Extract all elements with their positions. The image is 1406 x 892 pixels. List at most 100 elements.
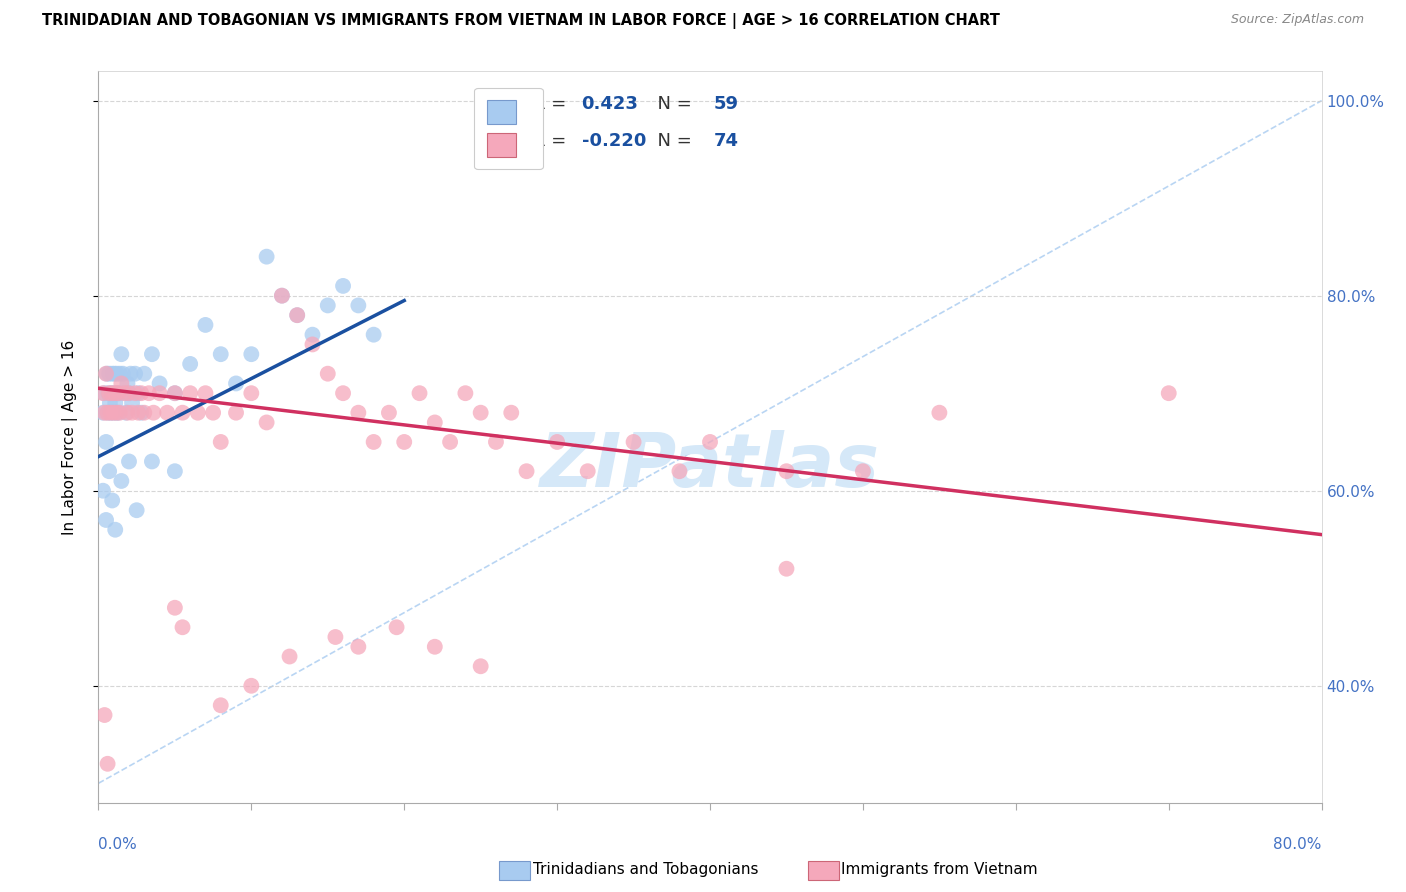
- Point: [98, 396, 121, 410]
- Text: 80.0%: 80.0%: [1274, 837, 1322, 852]
- Point: [172, 620, 194, 634]
- Point: [240, 386, 263, 401]
- Point: [93, 708, 115, 723]
- Point: [485, 434, 508, 449]
- Point: [93, 406, 115, 420]
- Point: [363, 327, 385, 342]
- Point: [325, 630, 347, 644]
- Point: [187, 406, 209, 420]
- Text: TRINIDADIAN AND TOBAGONIAN VS IMMIGRANTS FROM VIETNAM IN LABOR FORCE | AGE > 16 : TRINIDADIAN AND TOBAGONIAN VS IMMIGRANTS…: [42, 13, 1000, 29]
- Point: [347, 406, 370, 420]
- Point: [115, 406, 138, 420]
- Point: [454, 386, 477, 401]
- Point: [105, 406, 128, 420]
- Text: -0.220: -0.220: [582, 132, 645, 150]
- Point: [110, 376, 132, 391]
- Point: [316, 298, 339, 312]
- Point: [209, 347, 232, 361]
- Text: ZIPatlas: ZIPatlas: [540, 430, 880, 503]
- Point: [108, 406, 131, 420]
- Point: [775, 464, 797, 478]
- Point: [347, 298, 370, 312]
- Point: [501, 406, 523, 420]
- Point: [385, 620, 408, 634]
- Point: [117, 376, 139, 391]
- Point: [163, 600, 186, 615]
- Point: [93, 386, 115, 401]
- Point: [194, 318, 217, 332]
- Point: [97, 406, 120, 420]
- Point: [134, 406, 156, 420]
- Point: [121, 406, 143, 420]
- Point: [285, 308, 308, 322]
- Point: [256, 250, 278, 264]
- Text: 0.0%: 0.0%: [98, 837, 138, 852]
- Text: N =: N =: [647, 95, 697, 113]
- Point: [278, 649, 301, 664]
- Point: [101, 406, 124, 420]
- Point: [363, 434, 385, 449]
- Point: [101, 386, 124, 401]
- Point: [101, 367, 124, 381]
- Point: [209, 698, 232, 713]
- Point: [392, 434, 416, 449]
- Point: [546, 434, 568, 449]
- Point: [104, 396, 127, 410]
- Point: [623, 434, 645, 449]
- Text: Trinidadians and Tobagonians: Trinidadians and Tobagonians: [533, 863, 758, 877]
- Point: [107, 386, 129, 401]
- Point: [112, 386, 135, 401]
- Point: [163, 386, 186, 401]
- Point: [470, 406, 492, 420]
- Point: [270, 288, 294, 302]
- Point: [124, 367, 146, 381]
- Point: [156, 406, 179, 420]
- Point: [439, 434, 461, 449]
- Point: [104, 386, 127, 401]
- Point: [107, 406, 129, 420]
- Point: [118, 454, 141, 468]
- Point: [103, 386, 125, 401]
- Point: [202, 406, 225, 420]
- Point: [105, 406, 128, 420]
- Point: [408, 386, 430, 401]
- Point: [470, 659, 492, 673]
- Point: [576, 464, 599, 478]
- Point: [97, 756, 120, 771]
- Point: [91, 386, 114, 401]
- Point: [240, 347, 263, 361]
- Point: [120, 367, 142, 381]
- Text: R =: R =: [533, 132, 572, 150]
- Point: [94, 367, 117, 381]
- Text: 59: 59: [714, 95, 738, 113]
- Point: [163, 464, 186, 478]
- Point: [316, 367, 339, 381]
- Y-axis label: In Labor Force | Age > 16: In Labor Force | Age > 16: [62, 340, 77, 534]
- Point: [110, 474, 132, 488]
- Point: [285, 308, 308, 322]
- Point: [423, 416, 446, 430]
- Point: [209, 434, 232, 449]
- Point: [98, 386, 121, 401]
- Point: [100, 406, 122, 420]
- Point: [94, 513, 117, 527]
- Point: [1157, 386, 1180, 401]
- Point: [270, 288, 294, 302]
- Point: [149, 386, 172, 401]
- Text: R =: R =: [533, 95, 572, 113]
- Point: [97, 406, 120, 420]
- Point: [179, 357, 201, 371]
- Point: [332, 279, 354, 293]
- Point: [194, 386, 217, 401]
- Text: N =: N =: [647, 132, 697, 150]
- Point: [97, 386, 120, 401]
- Point: [516, 464, 538, 478]
- Legend: , : ,: [474, 87, 543, 169]
- Point: [117, 406, 139, 420]
- Point: [96, 367, 118, 381]
- Point: [301, 337, 323, 351]
- Point: [149, 376, 172, 391]
- Point: [127, 406, 149, 420]
- Point: [332, 386, 354, 401]
- Point: [118, 386, 141, 401]
